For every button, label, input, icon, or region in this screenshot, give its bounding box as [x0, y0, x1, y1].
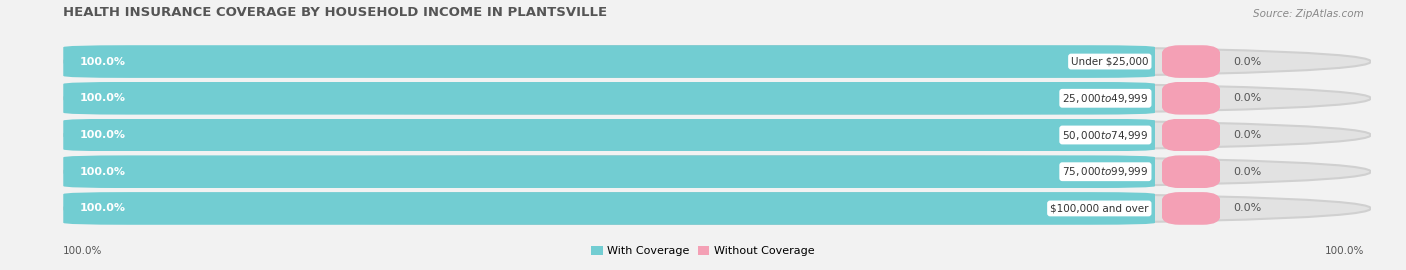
FancyBboxPatch shape — [1161, 82, 1220, 115]
FancyBboxPatch shape — [63, 45, 1156, 78]
Text: 100.0%: 100.0% — [80, 93, 127, 103]
FancyBboxPatch shape — [63, 82, 1156, 115]
FancyBboxPatch shape — [63, 45, 1371, 78]
Text: 0.0%: 0.0% — [1233, 203, 1261, 214]
FancyBboxPatch shape — [1161, 45, 1220, 78]
Text: 100.0%: 100.0% — [1324, 246, 1364, 256]
Text: 0.0%: 0.0% — [1233, 130, 1261, 140]
FancyBboxPatch shape — [63, 119, 1371, 151]
Text: 0.0%: 0.0% — [1233, 167, 1261, 177]
FancyBboxPatch shape — [1161, 192, 1220, 225]
Text: $100,000 and over: $100,000 and over — [1050, 203, 1149, 214]
Text: 100.0%: 100.0% — [80, 130, 127, 140]
Text: 100.0%: 100.0% — [80, 56, 127, 67]
Text: 100.0%: 100.0% — [80, 167, 127, 177]
Text: $50,000 to $74,999: $50,000 to $74,999 — [1063, 129, 1149, 141]
Legend: With Coverage, Without Coverage: With Coverage, Without Coverage — [588, 242, 818, 261]
FancyBboxPatch shape — [63, 119, 1156, 151]
FancyBboxPatch shape — [63, 156, 1156, 188]
FancyBboxPatch shape — [1161, 156, 1220, 188]
FancyBboxPatch shape — [1161, 119, 1220, 151]
Text: 0.0%: 0.0% — [1233, 56, 1261, 67]
Text: $75,000 to $99,999: $75,000 to $99,999 — [1063, 165, 1149, 178]
FancyBboxPatch shape — [63, 156, 1371, 188]
Text: Under $25,000: Under $25,000 — [1071, 56, 1149, 67]
FancyBboxPatch shape — [63, 192, 1156, 225]
Text: 100.0%: 100.0% — [80, 203, 127, 214]
Text: HEALTH INSURANCE COVERAGE BY HOUSEHOLD INCOME IN PLANTSVILLE: HEALTH INSURANCE COVERAGE BY HOUSEHOLD I… — [63, 6, 607, 19]
FancyBboxPatch shape — [63, 192, 1371, 225]
Text: 100.0%: 100.0% — [63, 246, 103, 256]
Text: Source: ZipAtlas.com: Source: ZipAtlas.com — [1253, 9, 1364, 19]
Text: 0.0%: 0.0% — [1233, 93, 1261, 103]
Text: $25,000 to $49,999: $25,000 to $49,999 — [1063, 92, 1149, 105]
FancyBboxPatch shape — [63, 82, 1371, 115]
